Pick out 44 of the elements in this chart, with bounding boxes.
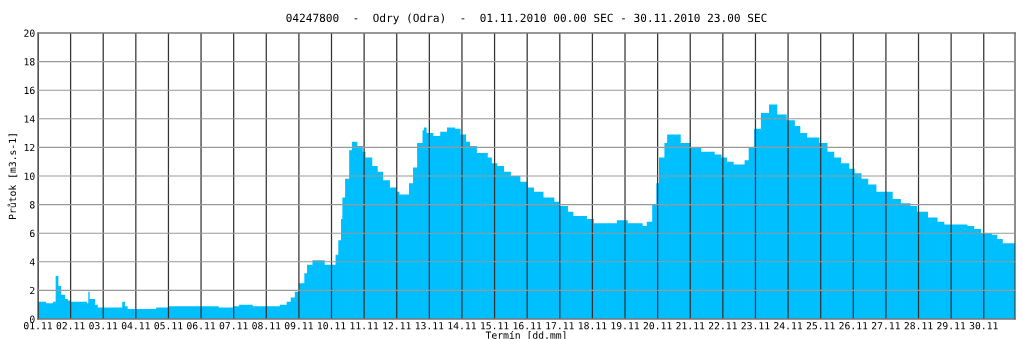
x-tick-label: 27.11 <box>872 322 900 330</box>
x-tick-label: 18.11 <box>578 322 607 330</box>
y-tick-label: 4 <box>29 258 35 266</box>
x-tick-label: 03.11 <box>89 322 118 330</box>
x-tick-label: 21.11 <box>676 322 705 330</box>
x-tick-label: 02.11 <box>56 322 85 330</box>
y-tick-label: 10 <box>24 172 35 180</box>
x-tick-label: 14.11 <box>448 322 476 330</box>
y-tick-label: 2 <box>30 286 35 295</box>
x-tick-label: 16.11 <box>513 322 542 330</box>
y-tick-label: 8 <box>29 201 35 209</box>
x-tick-label: 17.11 <box>546 322 574 330</box>
x-tick-label: 26.11 <box>839 322 868 330</box>
x-tick-label: 22.11 <box>708 322 737 330</box>
x-tick-label: 28.11 <box>904 322 933 330</box>
x-tick-label: 05.11 <box>154 322 183 330</box>
x-tick-label: 11.11 <box>350 322 379 330</box>
x-tick-label: 04.11 <box>121 322 150 330</box>
y-tick-label: 14 <box>24 115 35 123</box>
x-tick-label: 08.11 <box>252 322 281 330</box>
x-tick-label: 24.11 <box>774 322 803 330</box>
y-tick-label: 20 <box>24 29 35 37</box>
x-tick-label: 29.11 <box>937 322 966 330</box>
y-tick-label: 12 <box>24 143 35 152</box>
x-tick-label: 09.11 <box>284 322 313 330</box>
y-tick-label: 6 <box>30 229 35 238</box>
x-tick-label: 19.11 <box>611 322 639 330</box>
x-tick-label: 23.11 <box>741 322 770 330</box>
x-tick-label: 15.11 <box>481 322 509 330</box>
x-tick-label: 12.11 <box>383 322 411 330</box>
x-tick-label: 01.11 <box>24 322 52 330</box>
chart-title: 04247800 - Odry (Odra) - 01.11.2010 00.00 SEC - 30.11.2010 23.00 SEC <box>286 13 767 25</box>
x-tick-label: 30.11 <box>969 322 998 330</box>
x-tick-label: 25.11 <box>806 322 835 330</box>
y-tick-label: 0 <box>30 315 35 323</box>
y-tick-label: 18 <box>24 58 35 66</box>
x-tick-label: 07.11 <box>219 322 248 330</box>
x-tick-label: 20.11 <box>643 322 672 330</box>
x-axis-title: Termín [dd.mm] <box>485 330 566 339</box>
x-tick-label: 10.11 <box>318 322 346 330</box>
x-tick-label: 06.11 <box>187 322 216 330</box>
y-tick-label: 16 <box>24 86 35 95</box>
x-tick-label: 13.11 <box>415 322 444 330</box>
y-axis-title: Průtok [m3.s-1] <box>7 134 18 219</box>
